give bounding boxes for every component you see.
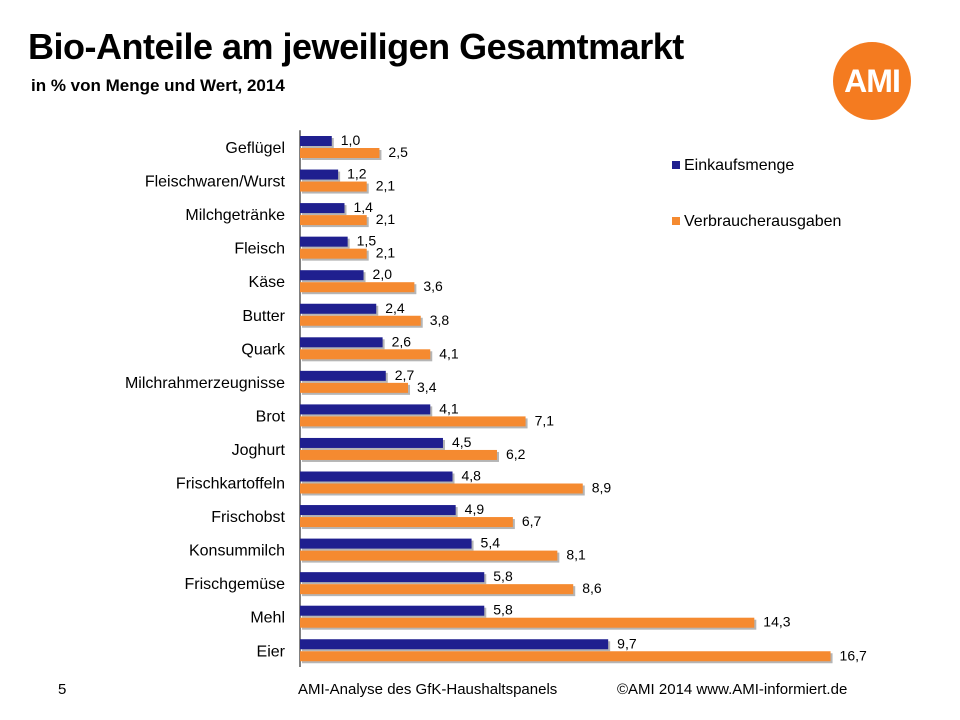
bar-verbraucherausgaben-käse (300, 282, 415, 293)
data-label-einkaufsmenge-geflügel: 1,0 (341, 132, 361, 148)
category-label-joghurt: Joghurt (232, 442, 286, 459)
bar-verbraucherausgaben-joghurt (300, 449, 497, 460)
category-label-milchgetränke: Milchgetränke (185, 207, 285, 224)
category-label-frischobst: Frischobst (211, 509, 285, 526)
data-label-einkaufsmenge-frischgemüse: 5,8 (493, 568, 513, 584)
bar-verbraucherausgaben-frischkartoffeln (300, 483, 583, 494)
data-label-verbraucherausgaben-mehl: 14,3 (763, 614, 790, 630)
category-label-fleisch: Fleisch (234, 241, 285, 258)
bar-einkaufsmenge-joghurt (300, 437, 443, 448)
data-label-einkaufsmenge-frischobst: 4,9 (465, 501, 485, 517)
category-label-milchrahmerzeugnisse: Milchrahmerzeugnisse (125, 375, 285, 392)
data-label-einkaufsmenge-joghurt: 4,5 (452, 434, 472, 450)
data-label-einkaufsmenge-milchrahmerzeugnisse: 2,7 (395, 367, 415, 383)
data-label-verbraucherausgaben-joghurt: 6,2 (506, 446, 526, 462)
chart-title: Bio-Anteile am jeweiligen Gesamtmarkt (28, 26, 684, 67)
category-label-fleischwaren-wurst: Fleischwaren/Wurst (145, 174, 286, 191)
bar-verbraucherausgaben-quark (300, 349, 431, 360)
bar-einkaufsmenge-brot (300, 404, 431, 415)
data-label-einkaufsmenge-mehl: 5,8 (493, 602, 513, 618)
legend-item-einkaufsmenge: Einkaufsmenge (672, 157, 794, 175)
bar-einkaufsmenge-geflügel (300, 136, 332, 146)
category-label-frischkartoffeln: Frischkartoffeln (176, 476, 285, 493)
legend-label-verbraucherausgaben: Verbraucherausgaben (684, 213, 842, 230)
bar-einkaufsmenge-mehl (300, 605, 485, 616)
data-label-verbraucherausgaben-milchrahmerzeugnisse: 3,4 (417, 379, 437, 395)
bar-einkaufsmenge-käse (300, 270, 364, 281)
data-label-einkaufsmenge-fleisch: 1,5 (357, 233, 377, 249)
data-label-einkaufsmenge-fleischwaren-wurst: 1,2 (347, 166, 367, 182)
bar-verbraucherausgaben-frischobst (300, 517, 513, 528)
category-label-geflügel: Geflügel (225, 140, 285, 157)
bar-verbraucherausgaben-eier (300, 651, 831, 662)
ami-logo: AMI (833, 42, 911, 120)
chart-subtitle: in % von Menge und Wert, 2014 (31, 76, 285, 95)
category-label-konsummilch: Konsummilch (189, 543, 285, 560)
legend-swatch-verbraucherausgaben (672, 217, 680, 225)
category-label-butter: Butter (242, 308, 285, 325)
data-label-verbraucherausgaben-butter: 3,8 (430, 312, 450, 328)
bar-einkaufsmenge-milchgetränke (300, 203, 345, 214)
data-label-einkaufsmenge-quark: 2,6 (392, 333, 412, 349)
data-label-verbraucherausgaben-konsummilch: 8,1 (566, 547, 586, 563)
data-label-einkaufsmenge-milchgetränke: 1,4 (353, 199, 373, 215)
bar-einkaufsmenge-frischobst (300, 505, 456, 516)
bar-einkaufsmenge-milchrahmerzeugnisse (300, 370, 386, 381)
source-note: AMI-Analyse des GfK-Haushaltspanels (298, 681, 558, 698)
bar-verbraucherausgaben-fleischwaren-wurst (300, 181, 367, 192)
data-label-verbraucherausgaben-geflügel: 2,5 (388, 144, 408, 160)
category-label-brot: Brot (256, 408, 286, 425)
bar-verbraucherausgaben-konsummilch (300, 550, 558, 561)
bar-einkaufsmenge-eier (300, 639, 609, 650)
bar-verbraucherausgaben-geflügel (300, 148, 380, 158)
data-label-einkaufsmenge-frischkartoffeln: 4,8 (461, 468, 481, 484)
data-label-verbraucherausgaben-milchgetränke: 2,1 (376, 211, 396, 227)
copyright-note: ©AMI 2014 www.AMI-informiert.de (617, 681, 848, 698)
bar-verbraucherausgaben-butter (300, 315, 421, 326)
data-label-einkaufsmenge-konsummilch: 5,4 (481, 535, 501, 551)
category-label-frischgemüse: Frischgemüse (185, 576, 286, 593)
legend-item-verbraucherausgaben: Verbraucherausgaben (672, 213, 841, 231)
bar-einkaufsmenge-quark (300, 337, 383, 348)
data-label-verbraucherausgaben-fleischwaren-wurst: 2,1 (376, 178, 396, 194)
bar-einkaufsmenge-frischgemüse (300, 572, 485, 583)
legend-label-einkaufsmenge: Einkaufsmenge (684, 157, 795, 174)
data-label-verbraucherausgaben-frischobst: 6,7 (522, 513, 542, 529)
data-label-einkaufsmenge-butter: 2,4 (385, 300, 405, 316)
legend-swatch-einkaufsmenge (672, 161, 680, 169)
data-label-verbraucherausgaben-frischkartoffeln: 8,9 (592, 480, 612, 496)
bar-verbraucherausgaben-milchgetränke (300, 215, 367, 226)
data-label-verbraucherausgaben-frischgemüse: 8,6 (582, 580, 602, 596)
category-label-eier: Eier (257, 643, 286, 660)
bar-verbraucherausgaben-brot (300, 416, 526, 427)
bar-einkaufsmenge-konsummilch (300, 538, 472, 549)
data-label-verbraucherausgaben-quark: 4,1 (439, 345, 459, 361)
data-label-einkaufsmenge-käse: 2,0 (373, 266, 393, 282)
bar-einkaufsmenge-fleischwaren-wurst (300, 169, 339, 180)
category-label-käse: Käse (249, 274, 286, 291)
category-label-mehl: Mehl (250, 610, 285, 627)
bar-verbraucherausgaben-milchrahmerzeugnisse (300, 382, 409, 393)
bar-einkaufsmenge-fleisch (300, 236, 348, 247)
bar-verbraucherausgaben-frischgemüse (300, 584, 574, 595)
bar-einkaufsmenge-frischkartoffeln (300, 471, 453, 482)
bar-verbraucherausgaben-fleisch (300, 248, 367, 259)
data-label-verbraucherausgaben-käse: 3,6 (423, 278, 443, 294)
data-label-einkaufsmenge-brot: 4,1 (439, 400, 459, 416)
data-label-verbraucherausgaben-eier: 16,7 (840, 647, 867, 663)
page-number: 5 (58, 681, 67, 698)
bar-verbraucherausgaben-mehl (300, 617, 755, 628)
category-label-quark: Quark (241, 341, 286, 358)
data-label-verbraucherausgaben-fleisch: 2,1 (376, 245, 396, 261)
data-label-einkaufsmenge-eier: 9,7 (617, 635, 637, 651)
bar-einkaufsmenge-butter (300, 303, 377, 314)
data-label-verbraucherausgaben-brot: 7,1 (535, 412, 555, 428)
